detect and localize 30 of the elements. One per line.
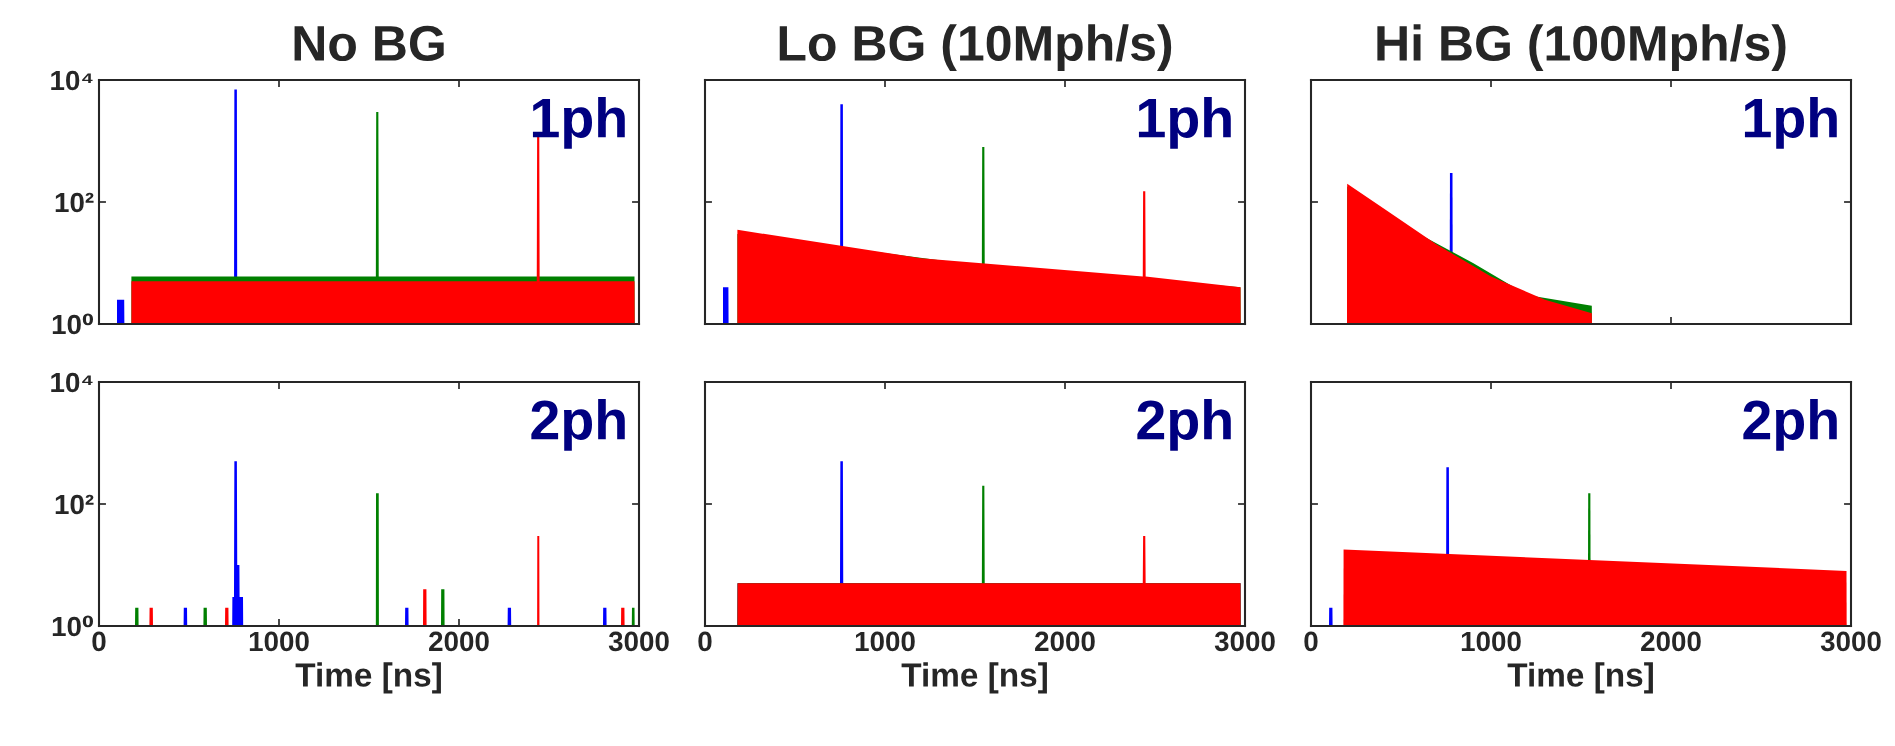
chart-title: No BG: [294, 25, 444, 62]
annotation: 1ph: [1744, 97, 1837, 149]
y-tick-label: 10⁴: [51, 70, 93, 91]
y-tick-label: 10⁰: [52, 615, 94, 637]
annotation: 1ph: [532, 97, 625, 149]
x-tick-label: 2000: [429, 631, 489, 652]
x-tick-label: 1000: [855, 631, 915, 652]
chart-title: Hi BG (100Mph/s): [1377, 24, 1786, 71]
x-tick-label: 0: [698, 631, 712, 652]
x-tick-label: 3000: [1820, 631, 1881, 652]
annotation: 2ph: [1137, 399, 1231, 451]
annotation: 1ph: [1138, 97, 1231, 149]
x-tick-label: 2000: [1641, 631, 1701, 652]
annotation: 2ph: [1743, 399, 1837, 451]
x-axis-title: Time [ns]: [1507, 662, 1653, 694]
annotation: 2ph: [531, 399, 625, 451]
y-tick-label: 10⁴: [51, 372, 93, 393]
y-tick-label: 10²: [55, 494, 94, 515]
x-axis-title: Time [ns]: [295, 662, 441, 694]
x-tick-label: 0: [1304, 631, 1318, 652]
x-tick-label: 1000: [249, 631, 309, 652]
x-tick-label: 2000: [1035, 631, 1095, 652]
y-tick-label: 10⁰: [52, 313, 94, 335]
chart-title: Lo BG (10Mph/s): [779, 24, 1172, 71]
x-tick-label: 3000: [608, 631, 669, 652]
x-tick-label: 3000: [1214, 631, 1275, 652]
x-tick-label: 1000: [1461, 631, 1521, 652]
x-tick-label: 0: [92, 631, 106, 652]
y-tick-label: 10²: [55, 192, 94, 213]
x-axis-title: Time [ns]: [901, 662, 1047, 694]
